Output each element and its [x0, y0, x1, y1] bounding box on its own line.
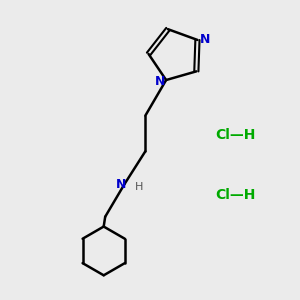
Text: N: N	[155, 75, 165, 88]
Text: Cl—H: Cl—H	[215, 128, 256, 142]
Text: N: N	[200, 33, 210, 46]
Text: H: H	[135, 182, 144, 192]
Text: N: N	[116, 178, 127, 190]
Text: Cl—H: Cl—H	[215, 188, 256, 202]
